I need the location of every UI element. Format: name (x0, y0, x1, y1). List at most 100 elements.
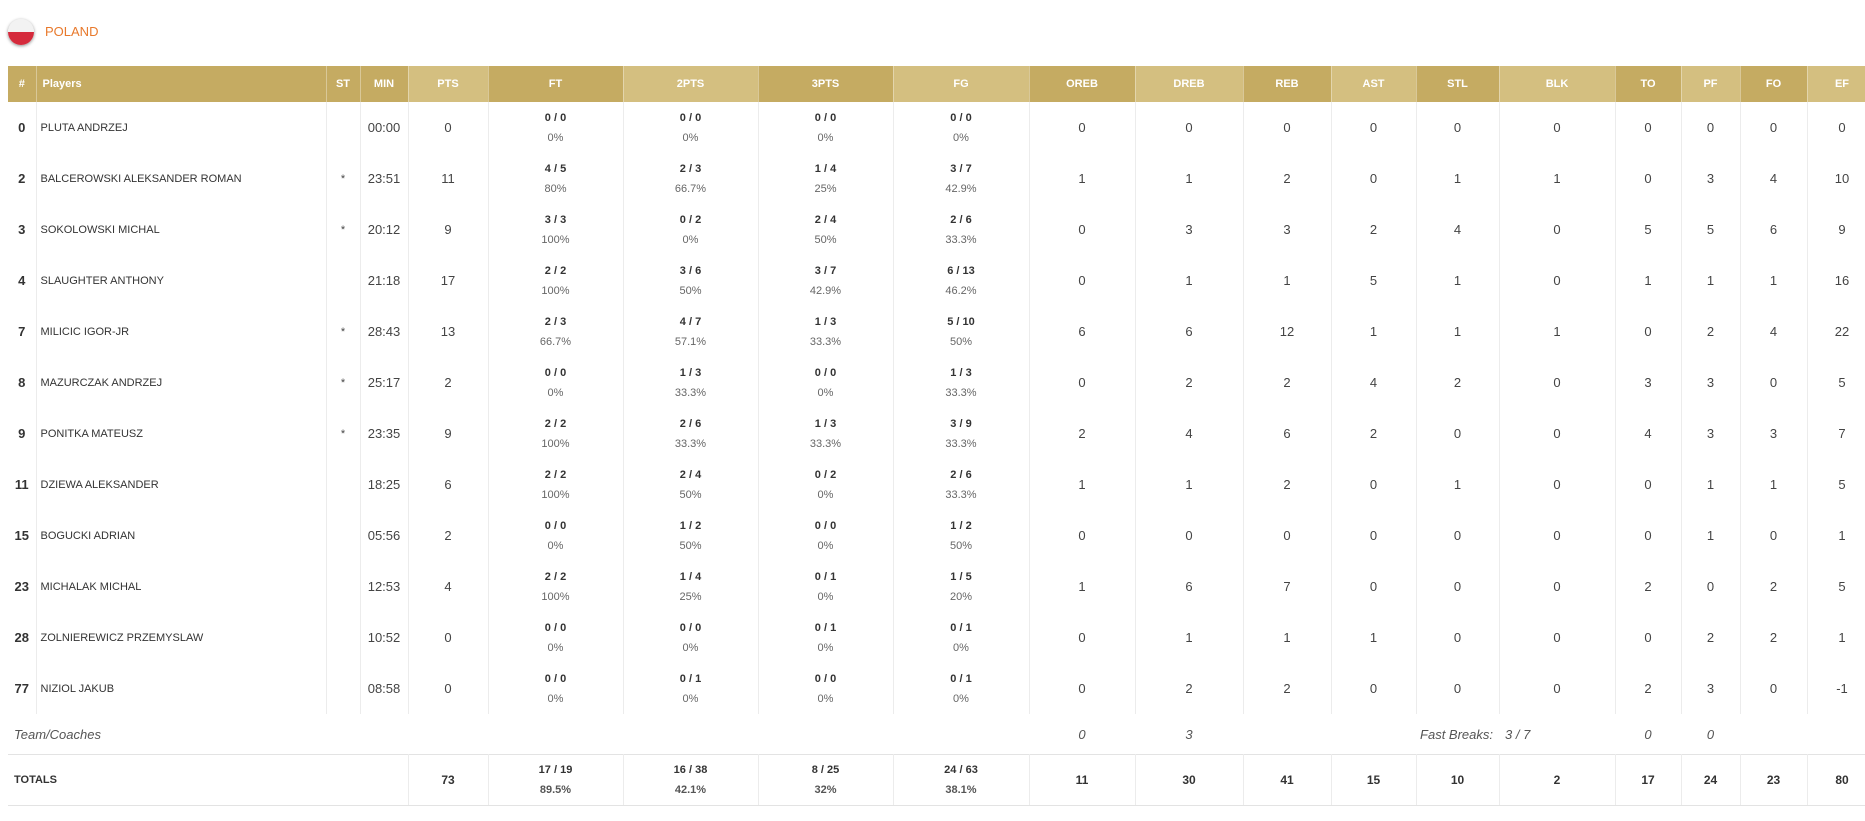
player-ft-made: 2 / 2 (544, 417, 567, 430)
header-oreb[interactable]: OREB (1029, 66, 1136, 102)
totals-pf: 24 (1681, 754, 1741, 806)
player-fg-pct: 33.3% (945, 233, 977, 246)
player-name[interactable]: BOGUCKI ADRIAN (36, 510, 327, 561)
header-ast[interactable]: AST (1331, 66, 1417, 102)
player-to: 2 (1615, 561, 1682, 612)
player-fg: 1 / 3 33.3% (893, 357, 1030, 408)
player-oreb: 0 (1029, 102, 1136, 153)
player-pts: 0 (408, 612, 489, 663)
player-ft-pct: 0% (547, 386, 564, 399)
player-ast: 0 (1331, 102, 1417, 153)
player-starter (326, 459, 361, 510)
header-st[interactable]: ST (326, 66, 361, 102)
player-dreb: 1 (1135, 612, 1244, 663)
player-name[interactable]: BALCEROWSKI ALEKSANDER ROMAN (36, 153, 327, 204)
player-3pts-pct: 25% (814, 182, 837, 195)
team-pf: 0 (1706, 726, 1715, 742)
player-name[interactable]: MAZURCZAK ANDRZEJ (36, 357, 327, 408)
header-stl[interactable]: STL (1416, 66, 1500, 102)
player-ast: 0 (1331, 153, 1417, 204)
player-name[interactable]: SLAUGHTER ANTHONY (36, 255, 327, 306)
player-fo: 2 (1740, 561, 1808, 612)
totals-3pts-made: 8 / 25 (811, 764, 840, 776)
player-pf: 3 (1681, 357, 1741, 408)
player-name[interactable]: SOKOLOWSKI MICHAL (36, 204, 327, 255)
player-name[interactable]: ZOLNIEREWICZ PRZEMYSLAW (36, 612, 327, 663)
header-dreb[interactable]: DREB (1135, 66, 1244, 102)
player-name[interactable]: NIZIOL JAKUB (36, 663, 327, 714)
player-3pts: 1 / 3 33.3% (758, 306, 894, 357)
player-name[interactable]: DZIEWA ALEKSANDER (36, 459, 327, 510)
player-2pts-made: 0 / 0 (679, 111, 702, 124)
player-3pts-made: 0 / 0 (814, 672, 837, 685)
player-2pts: 2 / 4 50% (623, 459, 759, 510)
player-3pts-made: 0 / 2 (814, 468, 837, 481)
player-blk: 0 (1499, 612, 1616, 663)
player-starter: * (326, 357, 361, 408)
player-min: 25:17 (360, 357, 409, 408)
player-3pts: 2 / 4 50% (758, 204, 894, 255)
header-number[interactable]: # (8, 66, 37, 102)
player-oreb: 1 (1029, 561, 1136, 612)
player-number: 8 (8, 357, 37, 408)
header-fg[interactable]: FG (893, 66, 1030, 102)
player-name[interactable]: PONITKA MATEUSZ (36, 408, 327, 459)
player-number: 2 (8, 153, 37, 204)
player-to: 0 (1615, 153, 1682, 204)
fast-breaks-label: Fast Breaks: (1420, 726, 1493, 742)
player-fg: 3 / 9 33.3% (893, 408, 1030, 459)
player-3pts-pct: 33.3% (809, 437, 842, 450)
player-to: 0 (1615, 459, 1682, 510)
player-pf: 3 (1681, 153, 1741, 204)
header-ft[interactable]: FT (488, 66, 624, 102)
header-min[interactable]: MIN (360, 66, 409, 102)
header-to[interactable]: TO (1615, 66, 1682, 102)
player-name[interactable]: MILICIC IGOR-JR (36, 306, 327, 357)
header-blk[interactable]: BLK (1499, 66, 1616, 102)
player-fg-pct: 50% (949, 335, 973, 348)
player-fg-made: 1 / 3 (950, 366, 972, 379)
player-ft: 0 / 0 0% (488, 663, 624, 714)
player-min: 20:12 (360, 204, 409, 255)
player-fg-pct: 20% (949, 590, 973, 603)
header-ef[interactable]: EF (1807, 66, 1865, 102)
player-2pts: 1 / 2 50% (623, 510, 759, 561)
player-name[interactable]: MICHALAK MICHAL (36, 561, 327, 612)
player-ast: 1 (1331, 612, 1417, 663)
player-fg-made: 3 / 7 (950, 162, 972, 175)
player-2pts-pct: 50% (679, 284, 702, 297)
player-stl: 0 (1416, 510, 1500, 561)
player-pf: 5 (1681, 204, 1741, 255)
player-2pts-made: 0 / 1 (679, 672, 702, 685)
player-dreb: 4 (1135, 408, 1244, 459)
header-fo[interactable]: FO (1740, 66, 1808, 102)
player-to: 0 (1615, 102, 1682, 153)
player-fo: 0 (1740, 663, 1808, 714)
player-ef: 22 (1807, 306, 1865, 357)
team-coaches-label: Team/Coaches (14, 726, 101, 742)
header-pts[interactable]: PTS (408, 66, 489, 102)
player-fo: 0 (1740, 357, 1808, 408)
player-ft-made: 0 / 0 (544, 621, 567, 634)
player-3pts: 3 / 7 42.9% (758, 255, 894, 306)
player-pts: 9 (408, 204, 489, 255)
header-3pts[interactable]: 3PTS (758, 66, 894, 102)
player-fg-pct: 42.9% (945, 182, 977, 195)
player-3pts: 0 / 1 0% (758, 612, 894, 663)
header-pf[interactable]: PF (1681, 66, 1741, 102)
table-header-row: # Players ST MIN PTS FT 2PTS 3PTS FG ORE… (8, 66, 1865, 102)
team-name[interactable]: POLAND (45, 24, 99, 39)
totals-3pts-pct: 32% (814, 784, 837, 796)
player-3pts-pct: 0% (817, 386, 834, 399)
header-reb[interactable]: REB (1243, 66, 1332, 102)
player-ft: 3 / 3 100% (488, 204, 624, 255)
player-pts: 4 (408, 561, 489, 612)
player-fo: 1 (1740, 459, 1808, 510)
player-fg-pct: 50% (949, 539, 973, 552)
player-ft-pct: 100% (541, 284, 570, 297)
player-name[interactable]: PLUTA ANDRZEJ (36, 102, 327, 153)
totals-pts: 73 (408, 754, 489, 806)
header-2pts[interactable]: 2PTS (623, 66, 759, 102)
header-players[interactable]: Players (36, 66, 327, 102)
player-fg-pct: 0% (953, 641, 969, 654)
